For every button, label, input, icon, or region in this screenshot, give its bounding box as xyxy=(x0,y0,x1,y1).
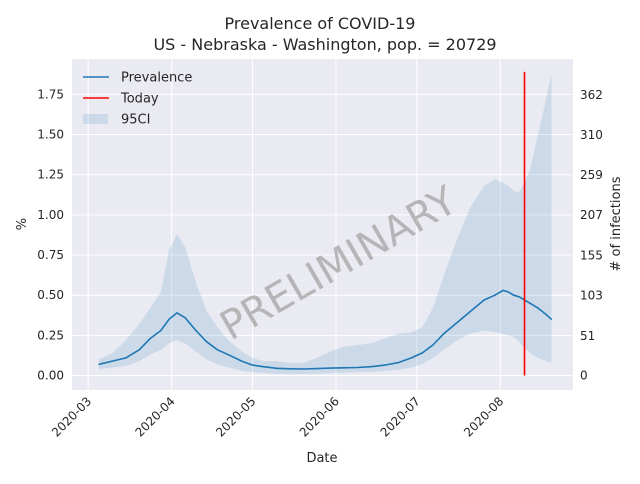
legend-label: 95CI xyxy=(121,113,150,128)
prevalence-point xyxy=(168,318,170,320)
prevalence-point xyxy=(529,302,531,304)
y2-tick-label: 155 xyxy=(580,248,603,262)
prevalence-point xyxy=(241,360,243,362)
prevalence-point xyxy=(456,321,458,324)
ci-band-layer xyxy=(98,73,552,374)
prevalence-point xyxy=(184,317,186,319)
prevalence-point xyxy=(397,362,399,364)
prevalence-point xyxy=(483,299,485,301)
prevalence-point xyxy=(494,294,496,296)
prevalence-point xyxy=(160,329,162,332)
y2-tick-label: 51 xyxy=(580,329,595,343)
prevalence-point xyxy=(111,360,113,362)
y2-tick-label: 310 xyxy=(580,128,603,142)
prevalence-point xyxy=(502,289,504,291)
prevalence-point xyxy=(303,368,305,370)
prevalence-point xyxy=(470,310,472,312)
y-tick-label: 0.25 xyxy=(37,328,64,342)
prevalence-point xyxy=(316,368,318,370)
y2-tick-label: 259 xyxy=(580,168,603,182)
legend-label: Prevalence xyxy=(121,71,192,86)
prevalence-point xyxy=(383,364,386,366)
prevalence-point xyxy=(206,341,208,343)
ci95-band xyxy=(98,73,552,374)
prevalence-point xyxy=(550,318,553,320)
y2-tick-label: 103 xyxy=(580,289,603,303)
prevalence-point xyxy=(356,366,359,369)
y2-axis-label: # of infections xyxy=(609,176,624,271)
prevalence-point xyxy=(251,364,254,366)
y-tick-label: 0.50 xyxy=(37,288,64,302)
prevalence-point xyxy=(195,329,197,332)
prevalence-point xyxy=(421,352,423,354)
prevalence-point xyxy=(330,367,332,369)
prevalence-point xyxy=(537,307,539,309)
prevalence-point xyxy=(370,366,372,368)
chart-title: Prevalence of COVID-19 xyxy=(225,14,416,33)
prevalence-point xyxy=(513,294,515,296)
y-axis-label: % xyxy=(15,218,30,230)
y-tick-label: 0.00 xyxy=(37,369,64,383)
y-tick-label: 1.00 xyxy=(37,208,64,222)
prevalence-point xyxy=(289,368,291,370)
y2-tick-label: 0 xyxy=(580,369,588,383)
prevalence-point xyxy=(518,296,520,298)
legend-label: Today xyxy=(120,92,159,107)
chart-subtitle: US - Nebraska - Washington, pop. = 20729 xyxy=(153,35,496,54)
series-layer xyxy=(98,71,553,376)
y-tick-label: 1.50 xyxy=(37,128,64,142)
prevalence-point xyxy=(410,357,412,359)
prevalence-point xyxy=(545,313,547,316)
prevalence-point xyxy=(149,338,151,340)
prevalence-point xyxy=(507,291,509,293)
y2-tick-label: 362 xyxy=(580,88,603,102)
prevalence-point xyxy=(176,312,178,314)
prevalence-point xyxy=(125,357,127,359)
legend-swatch-band xyxy=(83,114,108,124)
prevalence-point xyxy=(138,349,140,351)
prevalence-point xyxy=(262,366,264,368)
prevalence-point xyxy=(216,349,219,351)
y2-tick-label: 207 xyxy=(580,208,603,222)
legend: Prevalence Today 95CI xyxy=(83,71,192,128)
x-axis-label: Date xyxy=(306,451,337,466)
prevalence-point xyxy=(343,367,345,369)
prevalence-point xyxy=(276,367,278,369)
prevalence-point xyxy=(432,344,434,346)
prevalence-point xyxy=(227,354,229,356)
y-tick-label: 1.75 xyxy=(37,87,64,101)
prevalence-point xyxy=(98,363,100,365)
y-tick-label: 1.25 xyxy=(37,168,64,182)
grid-layer xyxy=(72,59,573,390)
prevalence-point xyxy=(443,333,445,335)
y-tick-label: 0.75 xyxy=(37,248,64,262)
